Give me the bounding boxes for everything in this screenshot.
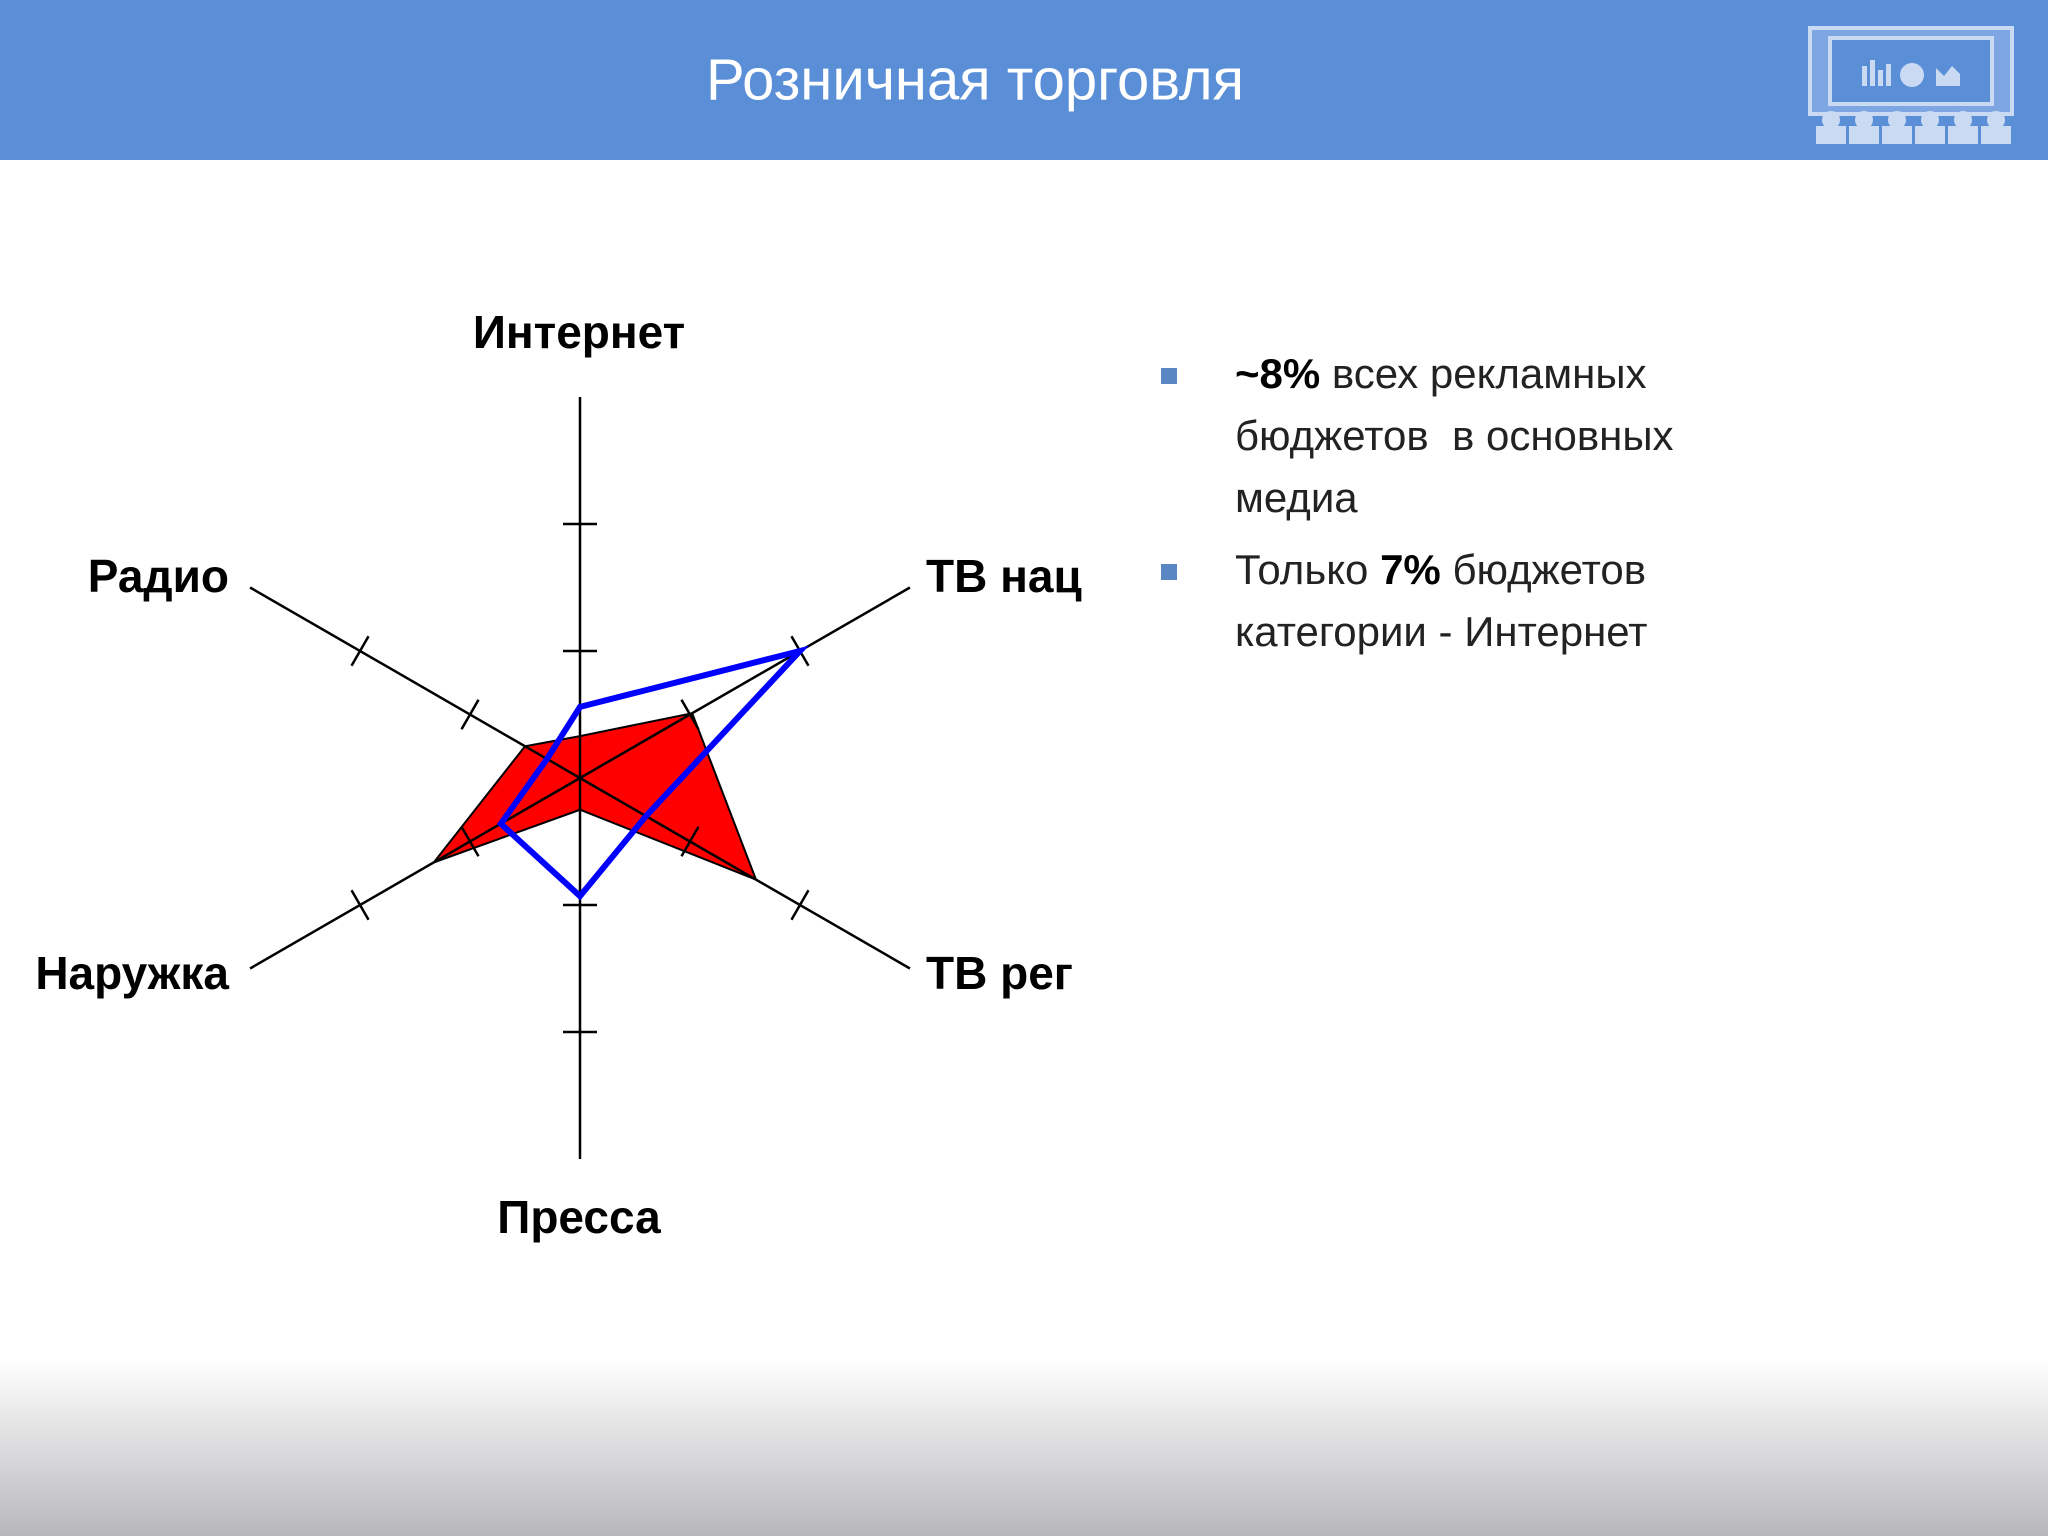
tick-mark [680,699,700,730]
bullet-line: медиа [1235,474,1358,521]
bullet-text: 7% [1380,546,1441,593]
bullet-text: категории - Интернет [1235,608,1647,655]
category-label: ТВ нац [926,550,1082,602]
tick-mark [790,889,810,921]
bullet-marker [1161,368,1177,384]
bullet-line: категории - Интернет [1235,608,1647,655]
tick-mark [460,699,480,730]
bullet-text: Только [1235,546,1380,593]
bullet-text: ~8% [1235,350,1320,397]
bullet-line: Только 7% бюджетов [1235,546,1646,593]
bullet-text: всех рекламных [1320,350,1646,397]
logo-icon [1808,26,2014,144]
axis-line [579,586,911,780]
tick-mark [350,635,370,667]
category-label: Пресса [497,1191,661,1243]
header-bar [0,0,2048,160]
radar-chart: Интернет ТВ нац ТВ рег Пресса Наружка Радио [35,306,1081,1243]
tick-mark [680,826,700,857]
category-label: Интернет [473,306,685,358]
bullet-text: бюджетов в основных [1235,412,1674,459]
axis-line [249,776,581,970]
bullet-line: ~8% всех рекламных [1235,350,1647,397]
bullet-line: бюджетов в основных [1235,412,1674,459]
tick-mark [460,826,480,857]
bullet-text: медиа [1235,474,1358,521]
axis-line [579,776,911,970]
axis-line [249,586,581,780]
bullet-text: бюджетов [1441,546,1646,593]
category-label: Радио [88,550,229,602]
bullet-marker [1161,564,1177,580]
bottom-fade [0,1360,2048,1536]
category-label: ТВ рег [926,947,1073,999]
slide-title: Розничная торговля [706,47,1244,112]
radar-line [496,645,810,901]
tick-mark [350,889,370,921]
category-label: Наружка [35,947,229,999]
bullet-list: ~8% всех рекламных бюджетов в основных мед… [1161,350,1674,655]
